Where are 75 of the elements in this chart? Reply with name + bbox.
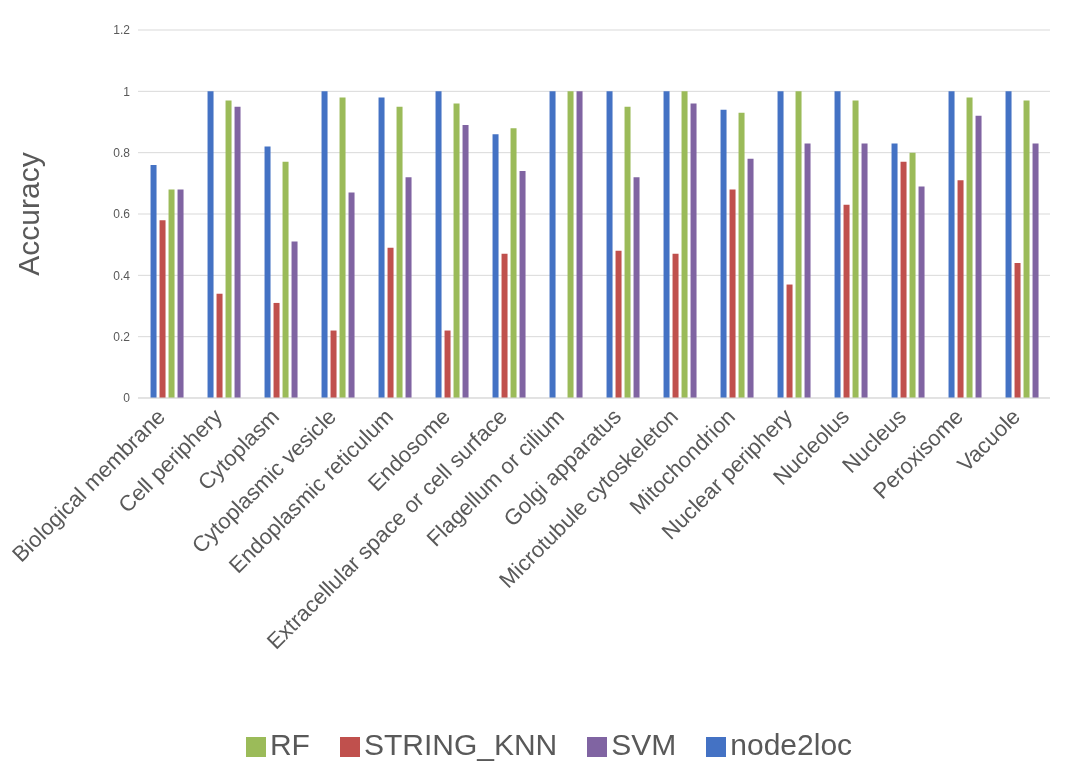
bar: [1023, 100, 1030, 398]
bar: [663, 91, 670, 398]
bar: [861, 143, 868, 398]
bar: [510, 128, 517, 398]
bar: [1014, 263, 1021, 398]
bar: [720, 109, 727, 398]
bar: [549, 91, 556, 398]
bar: [216, 293, 223, 398]
bar: [321, 91, 328, 398]
bar: [900, 161, 907, 398]
y-tick-label: 0.6: [113, 207, 131, 222]
bar: [633, 177, 640, 398]
bar: [501, 253, 508, 398]
bar: [948, 91, 955, 398]
y-tick-label: 1: [123, 84, 131, 99]
bar: [795, 91, 802, 398]
bar: [672, 253, 679, 398]
bar: [957, 180, 964, 398]
bar: [348, 192, 355, 398]
bar: [966, 97, 973, 398]
bar: [207, 91, 214, 398]
y-tick-label: 0: [123, 391, 131, 406]
legend-label: STRING_KNN: [363, 728, 558, 761]
bar: [1005, 91, 1012, 398]
bar: [615, 250, 622, 398]
bar: [786, 284, 793, 398]
bar: [291, 241, 298, 398]
bar: [159, 220, 166, 398]
bar: [804, 143, 811, 398]
bar: [492, 134, 499, 398]
legend-label: RF: [269, 728, 310, 761]
bar: [918, 186, 925, 398]
bar: [150, 164, 157, 398]
bar: [378, 97, 385, 398]
bar: [834, 91, 841, 398]
bar: [624, 106, 631, 398]
bar: [168, 189, 175, 398]
bar: [177, 189, 184, 398]
bar: [396, 106, 403, 398]
bar: [975, 115, 982, 398]
bar: [777, 91, 784, 398]
bar: [690, 103, 697, 398]
bar: [282, 161, 289, 398]
bar: [234, 106, 241, 398]
y-tick-label: 1.2: [113, 23, 131, 38]
bar: [729, 189, 736, 398]
bar: [852, 100, 859, 398]
y-tick-label: 0.2: [113, 329, 131, 344]
bar: [273, 302, 280, 398]
bar: [891, 143, 898, 398]
bar: [519, 171, 526, 398]
bar: [444, 330, 451, 398]
bar: [1032, 143, 1039, 398]
bar: [843, 204, 850, 398]
bar: [567, 91, 574, 398]
y-tick-label: 0.4: [113, 268, 131, 283]
bar: [264, 146, 271, 398]
bar: [909, 152, 916, 398]
bar: [387, 247, 394, 398]
y-tick-label: 0.8: [113, 145, 131, 160]
bar: [339, 97, 346, 398]
bar: [225, 100, 232, 398]
bar: [405, 177, 412, 398]
bar: [453, 103, 460, 398]
bar: [330, 330, 337, 398]
bar: [606, 91, 613, 398]
legend-label: node2loc: [730, 728, 853, 761]
bar: [681, 91, 688, 398]
bar: [747, 158, 754, 398]
bar: [738, 112, 745, 398]
bar: [576, 91, 583, 398]
bar: [462, 125, 469, 398]
bar: [435, 91, 442, 398]
y-axis-title: Accuracy: [11, 152, 45, 276]
legend-label: SVM: [611, 728, 677, 761]
